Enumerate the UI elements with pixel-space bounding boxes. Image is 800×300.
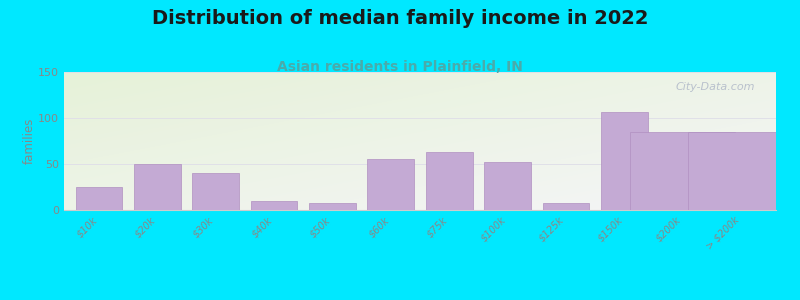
- Bar: [192, 173, 239, 210]
- Bar: [134, 164, 181, 210]
- Bar: [76, 187, 122, 210]
- Bar: [630, 132, 735, 210]
- Bar: [426, 152, 473, 210]
- Bar: [309, 202, 356, 210]
- Text: Asian residents in Plainfield, IN: Asian residents in Plainfield, IN: [277, 60, 523, 74]
- Bar: [367, 159, 414, 210]
- Bar: [601, 112, 648, 210]
- Bar: [542, 202, 590, 210]
- Text: City-Data.com: City-Data.com: [675, 82, 754, 92]
- Bar: [484, 162, 531, 210]
- Y-axis label: families: families: [22, 118, 35, 164]
- Bar: [689, 132, 794, 210]
- Text: Distribution of median family income in 2022: Distribution of median family income in …: [152, 9, 648, 28]
- Bar: [250, 201, 298, 210]
